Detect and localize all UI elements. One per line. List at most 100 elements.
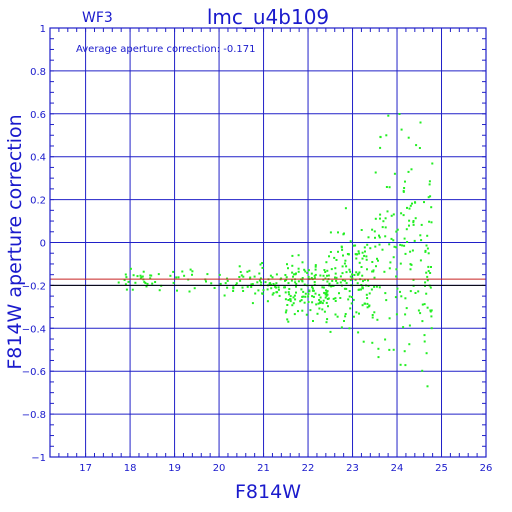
data-point bbox=[426, 279, 429, 282]
data-point bbox=[302, 295, 305, 298]
y-tick-label: 0 bbox=[40, 239, 46, 250]
data-point bbox=[287, 299, 290, 301]
data-point bbox=[429, 310, 432, 313]
data-point bbox=[377, 356, 380, 359]
data-point bbox=[246, 270, 249, 273]
data-point bbox=[372, 270, 375, 273]
data-point bbox=[316, 312, 319, 315]
y-tick-label: −0.6 bbox=[22, 367, 46, 378]
data-point bbox=[266, 300, 269, 303]
data-point bbox=[319, 296, 322, 299]
data-point bbox=[355, 257, 358, 260]
data-point bbox=[295, 282, 298, 285]
data-point bbox=[379, 213, 382, 216]
data-point bbox=[307, 301, 310, 303]
data-point bbox=[345, 271, 348, 274]
data-point bbox=[295, 291, 297, 294]
data-point bbox=[408, 219, 411, 222]
data-point bbox=[327, 274, 330, 277]
data-point bbox=[342, 254, 344, 257]
data-point bbox=[328, 282, 331, 285]
data-point bbox=[193, 287, 196, 290]
data-point bbox=[345, 287, 348, 290]
data-point bbox=[248, 269, 251, 272]
data-point bbox=[368, 292, 371, 295]
data-point bbox=[213, 287, 216, 289]
data-point bbox=[414, 292, 417, 294]
data-point bbox=[238, 265, 241, 268]
data-point bbox=[412, 223, 415, 226]
data-point bbox=[392, 256, 395, 259]
data-point bbox=[322, 278, 325, 281]
data-point bbox=[303, 268, 306, 271]
data-point bbox=[415, 144, 418, 147]
data-point bbox=[388, 348, 391, 351]
data-point bbox=[277, 286, 280, 289]
data-point bbox=[339, 275, 342, 278]
data-point bbox=[343, 320, 345, 322]
data-point bbox=[304, 295, 307, 298]
data-point bbox=[411, 249, 414, 252]
data-point bbox=[386, 210, 389, 213]
data-point bbox=[326, 298, 329, 300]
data-point bbox=[335, 259, 338, 261]
data-point bbox=[177, 276, 180, 279]
data-point bbox=[218, 273, 221, 276]
data-point bbox=[325, 292, 328, 294]
data-point bbox=[399, 363, 402, 366]
data-point bbox=[323, 269, 326, 271]
data-point bbox=[399, 262, 402, 265]
data-point bbox=[334, 267, 337, 270]
data-point bbox=[300, 299, 303, 302]
data-point bbox=[301, 280, 304, 283]
data-point bbox=[335, 279, 338, 282]
data-point bbox=[323, 310, 326, 313]
data-point bbox=[334, 297, 337, 300]
data-point bbox=[271, 276, 274, 279]
tick-labels: 17 18 19 20 21 22 23 24 25 26 −1 −0.8 −0.6 −0.4 −0.2 0 0… bbox=[22, 24, 493, 474]
data-point bbox=[364, 302, 366, 305]
data-point bbox=[305, 313, 308, 316]
data-point bbox=[384, 226, 387, 229]
data-point bbox=[272, 292, 275, 295]
data-point bbox=[307, 295, 310, 298]
data-point bbox=[189, 268, 192, 271]
data-point bbox=[330, 285, 333, 288]
data-point bbox=[125, 288, 128, 291]
reference-lines bbox=[50, 278, 486, 286]
data-point bbox=[232, 286, 235, 289]
data-point bbox=[414, 201, 417, 204]
data-point bbox=[323, 291, 326, 294]
data-point bbox=[303, 283, 306, 286]
data-point bbox=[309, 309, 312, 312]
data-point bbox=[395, 313, 398, 316]
data-point bbox=[378, 236, 381, 239]
data-point bbox=[356, 282, 359, 285]
data-point bbox=[145, 285, 148, 288]
x-tick-label: 20 bbox=[213, 463, 226, 474]
data-point bbox=[232, 290, 235, 292]
data-point bbox=[408, 324, 411, 327]
data-point bbox=[349, 307, 352, 310]
data-point bbox=[260, 281, 263, 284]
x-tick-label: 22 bbox=[302, 463, 315, 474]
data-point bbox=[429, 195, 432, 198]
data-point bbox=[341, 265, 344, 268]
data-point bbox=[361, 274, 364, 277]
data-point bbox=[235, 282, 238, 285]
data-point bbox=[343, 287, 346, 290]
y-tick-label: 0.2 bbox=[30, 196, 46, 207]
data-point bbox=[324, 271, 327, 273]
data-point bbox=[344, 315, 347, 318]
data-point bbox=[157, 273, 160, 276]
data-point bbox=[158, 289, 161, 292]
data-point bbox=[261, 266, 264, 269]
data-point bbox=[266, 288, 269, 291]
data-point bbox=[366, 243, 369, 246]
data-point bbox=[413, 239, 416, 242]
data-point bbox=[404, 252, 407, 255]
x-tick-label: 25 bbox=[435, 463, 448, 474]
plot-title: lmc_u4b109 bbox=[207, 5, 329, 29]
data-point bbox=[311, 286, 314, 289]
data-point bbox=[368, 305, 371, 308]
